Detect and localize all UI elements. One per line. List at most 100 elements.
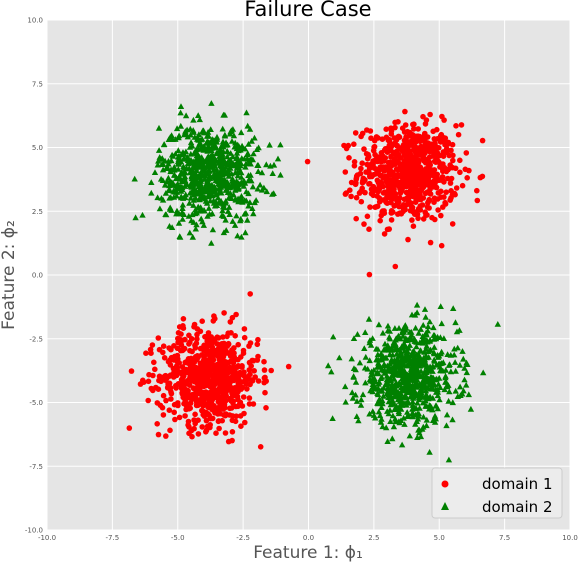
point-domain-2: [148, 179, 155, 185]
point-domain-1: [235, 396, 241, 403]
x-tick-label: 5.0: [434, 534, 445, 542]
point-domain-2: [202, 165, 209, 171]
point-domain-2: [156, 205, 164, 212]
point-domain-2: [373, 356, 380, 363]
point-domain-1: [359, 160, 366, 166]
point-domain-1: [225, 438, 232, 445]
point-domain-2: [386, 407, 394, 413]
point-domain-2: [393, 344, 400, 350]
point-domain-1: [393, 178, 400, 184]
point-domain-2: [424, 338, 431, 345]
point-domain-2: [173, 175, 180, 182]
point-domain-2: [433, 375, 440, 382]
point-domain-2: [196, 162, 203, 169]
point-domain-1: [128, 368, 135, 374]
point-domain-2: [456, 361, 464, 368]
point-domain-2: [460, 387, 467, 394]
point-domain-2: [198, 171, 206, 178]
point-domain-2: [460, 355, 467, 362]
point-domain-2: [437, 303, 444, 309]
point-domain-2: [384, 322, 392, 329]
point-domain-2: [398, 360, 405, 367]
point-domain-1: [167, 357, 173, 363]
point-domain-2: [204, 129, 212, 135]
point-domain-2: [222, 164, 229, 170]
point-domain-1: [358, 165, 364, 172]
point-domain-2: [179, 201, 186, 208]
point-domain-2: [209, 226, 217, 233]
point-domain-2: [465, 391, 472, 398]
point-domain-1: [479, 137, 486, 144]
point-domain-2: [431, 357, 438, 364]
point-domain-2: [378, 404, 385, 410]
point-domain-1: [450, 152, 456, 159]
point-domain-2: [355, 417, 362, 424]
point-domain-1: [342, 169, 349, 175]
point-domain-2: [182, 112, 190, 119]
point-domain-2: [374, 369, 381, 375]
point-domain-1: [240, 394, 247, 400]
point-domain-2: [175, 152, 183, 159]
point-domain-1: [246, 395, 253, 401]
x-tick-label: 10.0: [562, 534, 578, 542]
point-domain-1: [217, 346, 223, 353]
point-domain-2: [241, 210, 248, 217]
point-domain-1: [154, 421, 160, 427]
point-domain-2: [232, 169, 239, 176]
y-tick-label: -7.5: [29, 463, 43, 471]
point-domain-1: [180, 316, 187, 322]
point-domain-1: [229, 417, 236, 424]
point-domain-1: [427, 162, 434, 168]
point-domain-1: [176, 360, 182, 366]
point-domain-2: [430, 332, 437, 338]
point-domain-1: [388, 147, 394, 154]
point-domain-1: [181, 345, 188, 352]
point-domain-1: [382, 146, 389, 152]
point-domain-2: [400, 414, 407, 421]
point-domain-1: [229, 429, 236, 435]
point-domain-2: [380, 384, 387, 391]
x-tick-label: 0.0: [303, 534, 314, 542]
point-domain-2: [403, 394, 410, 401]
point-domain-2: [356, 359, 364, 366]
point-domain-2: [245, 141, 252, 147]
point-domain-1: [205, 350, 211, 357]
point-domain-1: [187, 362, 193, 368]
point-domain-1: [448, 147, 454, 154]
point-domain-1: [438, 131, 445, 138]
point-domain-2: [220, 213, 227, 219]
point-domain-2: [415, 329, 422, 336]
point-domain-1: [436, 152, 443, 159]
point-domain-1: [420, 153, 427, 160]
point-domain-1: [412, 136, 419, 142]
point-domain-1: [228, 384, 234, 391]
point-domain-1: [205, 377, 211, 383]
point-domain-2: [412, 324, 419, 331]
point-domain-2: [197, 205, 204, 212]
point-domain-2: [365, 315, 373, 322]
point-domain-2: [172, 150, 179, 157]
point-domain-2: [260, 184, 268, 191]
point-domain-1: [221, 310, 227, 316]
point-domain-2: [354, 331, 361, 337]
point-domain-2: [174, 184, 182, 191]
point-domain-2: [445, 456, 453, 463]
point-domain-1: [172, 365, 179, 371]
point-domain-2: [413, 343, 420, 350]
point-domain-2: [154, 194, 161, 201]
point-domain-2: [404, 397, 411, 404]
point-domain-1: [366, 226, 372, 232]
point-domain-2: [206, 145, 213, 152]
point-domain-1: [227, 395, 234, 402]
point-domain-2: [394, 396, 402, 403]
point-domain-1: [223, 393, 229, 399]
point-domain-1: [180, 323, 186, 329]
point-domain-1: [215, 418, 222, 425]
point-domain-2: [402, 322, 409, 328]
point-domain-1: [193, 364, 199, 371]
point-domain-2: [400, 368, 407, 375]
point-domain-2: [188, 166, 195, 172]
point-domain-1: [406, 198, 412, 205]
point-domain-1: [427, 111, 433, 118]
point-domain-2: [179, 205, 186, 211]
